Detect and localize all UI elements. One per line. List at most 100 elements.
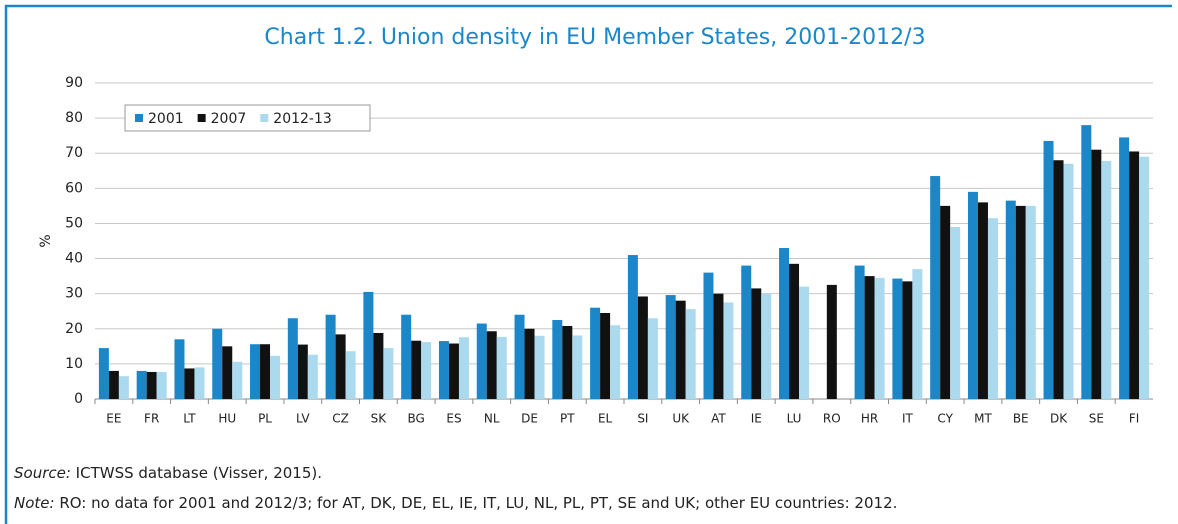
y-tick-label: 0 <box>74 391 83 407</box>
bar <box>637 296 648 399</box>
bar <box>212 328 223 399</box>
bar <box>1053 160 1064 399</box>
bar <box>600 312 611 399</box>
bar <box>345 351 356 399</box>
x-tick-label: BE <box>1013 412 1029 426</box>
bar <box>270 355 281 399</box>
y-tick-label: 90 <box>65 75 83 91</box>
bar <box>486 331 497 399</box>
bar <box>438 341 449 399</box>
note: Note: RO: no data for 2001 and 2012/3; f… <box>14 494 897 512</box>
legend-label: 2012-13 <box>273 111 332 127</box>
x-tick-label: NL <box>484 412 500 426</box>
bar <box>534 335 545 399</box>
bar <box>222 346 233 399</box>
bar <box>902 281 913 399</box>
bar <box>287 318 298 399</box>
bar <box>912 269 923 399</box>
chart-title: Chart 1.2. Union density in EU Member St… <box>264 25 925 50</box>
bar <box>552 320 563 399</box>
x-tick-label: DK <box>1050 412 1068 426</box>
bar <box>826 284 837 399</box>
bar <box>325 314 336 399</box>
bar <box>524 328 535 399</box>
bar <box>1119 137 1130 399</box>
x-tick-label: PT <box>560 412 575 426</box>
bar <box>572 335 583 399</box>
x-tick-label: CY <box>937 412 953 426</box>
bar <box>1081 125 1092 399</box>
source: Source: ICTWSS database (Visser, 2015). <box>14 464 322 482</box>
bar <box>723 302 734 399</box>
y-tick-label: 80 <box>65 110 83 126</box>
legend-swatch <box>197 114 206 122</box>
bar <box>854 265 865 399</box>
source-label: Source: <box>14 464 71 482</box>
source-text: ICTWSS database (Visser, 2015). <box>71 464 322 482</box>
bar <box>590 307 601 399</box>
bar <box>789 263 800 399</box>
bar <box>250 344 261 399</box>
bar <box>496 336 507 399</box>
bar <box>665 295 676 399</box>
legend-label: 2001 <box>148 111 184 127</box>
x-tick-label: ES <box>446 412 461 426</box>
y-tick-label: 50 <box>65 215 83 231</box>
note-text: RO: no data for 2001 and 2012/3; for AT,… <box>55 494 898 512</box>
x-tick-label: FI <box>1129 412 1139 426</box>
x-tick-label: IE <box>751 412 762 426</box>
bar <box>297 344 308 399</box>
x-tick-label: DE <box>521 412 538 426</box>
bar <box>987 218 998 399</box>
bar <box>1005 200 1016 399</box>
note-label: Note: <box>14 494 55 512</box>
x-tick-label: SI <box>637 412 648 426</box>
x-tick-label: UK <box>672 412 690 426</box>
bar <box>967 191 978 399</box>
y-tick-label: 20 <box>65 321 83 337</box>
bar <box>458 337 469 399</box>
bar <box>448 343 459 399</box>
bar <box>1015 205 1026 399</box>
bar <box>156 371 167 399</box>
legend-swatch <box>135 114 143 122</box>
bar <box>476 323 487 399</box>
bar <box>194 367 205 399</box>
bar <box>383 348 394 399</box>
x-tick-label: LT <box>183 412 196 426</box>
bar <box>562 325 573 399</box>
bar <box>108 370 119 399</box>
frame <box>4 4 1172 524</box>
legend-box <box>124 104 371 132</box>
bar <box>514 314 525 399</box>
bar <box>977 202 988 399</box>
bar <box>232 361 243 399</box>
bar <box>751 288 762 399</box>
bar <box>1139 156 1150 399</box>
bar <box>1043 140 1054 399</box>
bar <box>421 342 432 399</box>
bar <box>940 205 951 399</box>
bar <box>864 276 875 399</box>
bar <box>779 248 790 399</box>
y-axis-label: % <box>38 234 54 247</box>
bar <box>411 340 422 399</box>
bar <box>1063 163 1074 399</box>
x-tick-label: IT <box>902 412 914 426</box>
bar <box>373 332 384 399</box>
x-tick-label: SE <box>1089 412 1104 426</box>
bar <box>741 265 752 399</box>
bar <box>874 277 885 399</box>
bar <box>1091 149 1102 399</box>
x-tick-label: LU <box>787 412 802 426</box>
x-tick-label: MT <box>974 412 992 426</box>
bar <box>118 376 129 399</box>
x-tick-label: HU <box>218 412 236 426</box>
bar <box>136 370 147 399</box>
bar <box>713 293 724 399</box>
bar <box>761 293 772 399</box>
x-tick-label: AT <box>711 412 726 426</box>
x-tick-label: BG <box>408 412 425 426</box>
bar <box>335 334 346 399</box>
